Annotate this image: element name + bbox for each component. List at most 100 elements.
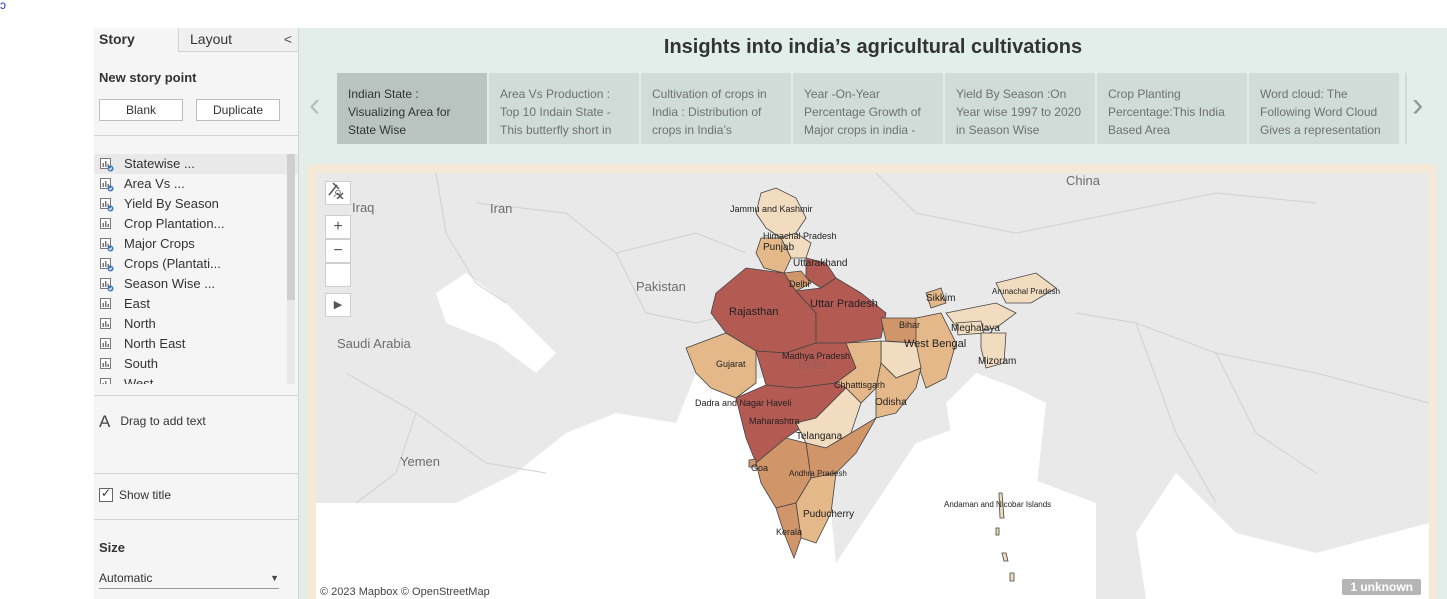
scrollbar-thumb[interactable] — [287, 154, 295, 300]
map-label: Andhra Pradesh — [789, 469, 847, 478]
tab-story[interactable]: Story — [94, 28, 178, 52]
show-title-label: Show title — [119, 488, 172, 502]
story-point-label: Major Crops — [124, 236, 195, 251]
story-navigator: Indian State : Visualizing Area for Stat… — [337, 73, 1407, 144]
next-point-arrow-icon[interactable]: › — [1412, 86, 1424, 124]
sheet-checked-icon — [100, 178, 114, 192]
story-point-tab[interactable]: Year -On-Year Percentage Growth of Major… — [793, 73, 943, 144]
map-attribution[interactable]: © 2023 Mapbox © OpenStreetMap — [320, 586, 490, 598]
story-point-label: Crops (Plantati... — [124, 256, 221, 271]
map-label: Uttar Pradesh — [810, 298, 878, 310]
story-title: Insights into india’s agricultural culti… — [663, 36, 1083, 58]
show-title-checkbox[interactable]: ✓ — [99, 486, 113, 502]
map-label: Uttarakhand — [793, 258, 848, 269]
story-point-list: Statewise ... Area Vs ... Yield By Season… — [94, 154, 298, 384]
collapse-panel-icon[interactable]: < — [283, 31, 292, 47]
map-graphic — [316, 173, 1429, 599]
sheet-checked-icon — [100, 258, 114, 272]
pin-x-icon — [328, 182, 344, 199]
map-label: Meghalaya — [951, 323, 1000, 334]
text-object-icon: A — [99, 412, 111, 431]
map-label: Iran — [490, 201, 513, 216]
map-label: Gujarat — [716, 359, 746, 369]
next-story-point-partial[interactable] — [1405, 73, 1407, 144]
map-label: Andaman and Nicobar Islands — [944, 500, 1052, 509]
story-list-scrollbar[interactable] — [287, 154, 295, 384]
story-point-item[interactable]: Major Crops — [94, 234, 298, 254]
story-point-label: Area Vs ... — [124, 176, 185, 191]
expand-toolbar-icon[interactable]: ▶ — [325, 293, 351, 317]
story-point-tab[interactable]: Indian State : Visualizing Area for Stat… — [337, 73, 487, 144]
story-point-item[interactable]: South — [94, 354, 298, 374]
tab-layout[interactable]: Layout < — [178, 28, 298, 52]
story-point-item[interactable]: Crop Plantation... — [94, 214, 298, 234]
map-toolbar: ⌕ + − ▶ — [325, 181, 353, 317]
story-point-item[interactable]: West — [94, 374, 298, 384]
map-label: Mizoram — [978, 356, 1017, 367]
goa — [748, 458, 757, 468]
sheet-icon — [100, 318, 112, 330]
drag-text-label: Drag to add text — [120, 414, 206, 428]
story-sidebar: Story Layout < New story point Blank Dup… — [94, 28, 299, 599]
story-point-label: Crop Plantation... — [124, 216, 225, 231]
map-label: China — [1066, 173, 1100, 188]
sheet-icon — [100, 378, 112, 384]
story-point-item[interactable]: North East — [94, 334, 298, 354]
sikkim — [925, 287, 947, 309]
story-point-tab[interactable]: Crop Planting Percentage:This India Base… — [1097, 73, 1247, 144]
west-bengal — [915, 312, 957, 389]
india-states — [685, 187, 1057, 560]
kerala — [775, 502, 802, 560]
map-label: Telangana — [796, 431, 843, 442]
tab-layout-label: Layout — [190, 31, 233, 47]
blank-button[interactable]: Blank — [99, 99, 183, 121]
india-state-map[interactable]: China Iraq Iran Pakistan Saudi Arabia Ye… — [316, 173, 1429, 599]
divider — [94, 473, 298, 474]
story-point-item[interactable]: Season Wise ... — [94, 274, 298, 294]
sheet-icon — [100, 358, 112, 370]
story-point-item[interactable]: Statewise ... — [94, 154, 298, 174]
story-point-item[interactable]: Yield By Season — [94, 194, 298, 214]
unknown-indicator[interactable]: 1 unknown — [1342, 579, 1421, 595]
story-point-tab[interactable]: Word cloud: The Following Word Cloud Giv… — [1249, 73, 1399, 144]
pan-select-icon[interactable] — [325, 182, 351, 287]
story-point-item[interactable]: East — [94, 294, 298, 314]
bay-of-bengal — [946, 373, 1046, 533]
sheet-icon — [100, 338, 112, 350]
story-point-item[interactable]: Area Vs ... — [94, 174, 298, 194]
map-label: Saudi Arabia — [337, 336, 411, 351]
checkmark-icon: ✓ — [101, 486, 112, 500]
map-label: Himachal Pradesh — [763, 231, 837, 241]
map-label: Punjab — [763, 242, 795, 253]
map-label: Bihar — [899, 320, 921, 330]
story-point-label: Statewise ... — [124, 156, 195, 171]
sheet-checked-icon — [100, 278, 114, 292]
show-title-option[interactable]: ✓ Show title — [99, 486, 172, 502]
story-point-item[interactable]: Crops (Plantati... — [94, 254, 298, 274]
map-label: Madhya Pradesh — [782, 351, 851, 361]
size-value: Automatic — [99, 571, 153, 585]
map-label: Goa — [751, 463, 769, 473]
previous-point-arrow-icon[interactable]: ‹ — [309, 86, 321, 124]
story-point-label: North East — [124, 336, 186, 351]
map-label: Dadra and Nagar Haveli — [695, 398, 792, 408]
story-point-label: East — [124, 296, 151, 311]
story-point-label: South — [124, 356, 158, 371]
sheet-checked-icon — [100, 198, 114, 212]
size-dropdown[interactable]: Automatic ▼ — [99, 568, 279, 589]
duplicate-button[interactable]: Duplicate — [196, 99, 280, 121]
drag-text-object[interactable]: A Drag to add text — [99, 412, 206, 432]
indian-ocean — [836, 428, 1096, 599]
map-label: Odisha — [875, 397, 907, 408]
map-label: Chhattisgarh — [834, 380, 886, 390]
size-heading: Size — [99, 540, 126, 555]
story-point-tab[interactable]: Cultivation of crops in India : Distribu… — [641, 73, 791, 144]
story-point-item[interactable]: North — [94, 314, 298, 334]
zoom-out-button[interactable]: − — [325, 239, 351, 263]
story-point-tab[interactable]: Yield By Season :On Year wise 1997 to 20… — [945, 73, 1095, 144]
divider — [94, 519, 298, 520]
story-point-label: Season Wise ... — [124, 276, 216, 291]
story-point-tab[interactable]: Area Vs Production : Top 10 Indain State… — [489, 73, 639, 144]
zoom-in-button[interactable]: + — [325, 215, 351, 239]
persian-gulf — [436, 273, 556, 373]
